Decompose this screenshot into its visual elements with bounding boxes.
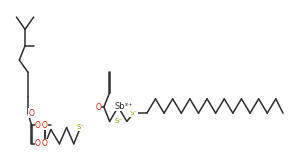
Text: Sb³⁺: Sb³⁺	[115, 101, 133, 111]
Text: O: O	[41, 139, 48, 148]
Text: O: O	[95, 102, 101, 112]
Text: O: O	[41, 121, 48, 130]
Text: S⁻: S⁻	[76, 125, 84, 131]
Text: S⁻: S⁻	[114, 118, 122, 124]
Text: O: O	[29, 109, 35, 118]
Text: O: O	[35, 121, 41, 130]
Text: S⁻: S⁻	[130, 110, 138, 116]
Text: O: O	[35, 139, 41, 148]
